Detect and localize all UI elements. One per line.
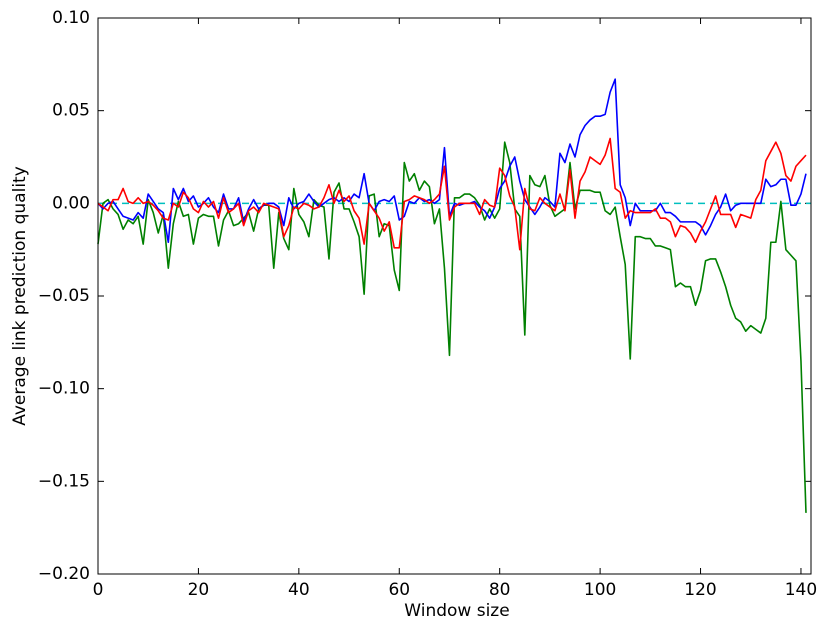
y-tick-label: −0.10 [38, 379, 90, 399]
y-axis-label: Average link prediction quality [10, 166, 30, 426]
x-axis-label: Window size [404, 601, 509, 621]
series-line [97, 78, 807, 244]
x-tick-label: 120 [684, 580, 716, 600]
y-tick-label: 0.10 [52, 8, 90, 28]
x-tick-label: 60 [388, 580, 410, 600]
y-tick-label: −0.15 [38, 471, 90, 491]
x-tick-label: 0 [93, 580, 104, 600]
y-tick-label: −0.20 [38, 564, 90, 584]
x-tick-label: 20 [188, 580, 210, 600]
y-tick-label: 0.00 [52, 193, 90, 213]
x-tick-label: 40 [288, 580, 310, 600]
y-tick-label: −0.05 [38, 286, 90, 306]
series-line [97, 141, 807, 513]
x-tick-label: 100 [584, 580, 616, 600]
x-tick-label: 80 [489, 580, 511, 600]
y-tick-label: 0.05 [52, 101, 90, 121]
series-line [97, 137, 807, 251]
x-tick-label: 140 [785, 580, 817, 600]
plot-frame [97, 17, 812, 575]
